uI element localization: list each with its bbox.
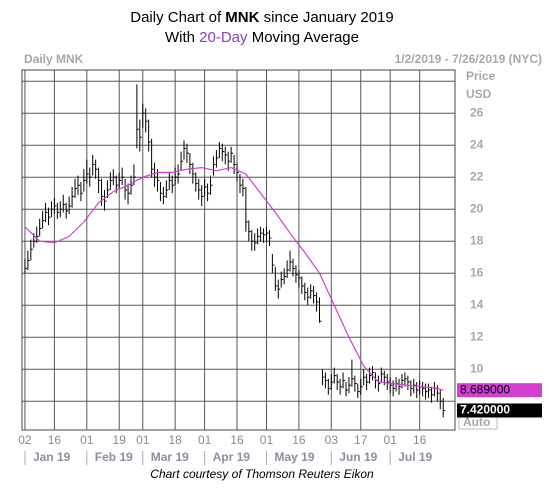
y-tick-label: 10 [470, 361, 484, 375]
x-tick-label: 16 [413, 433, 427, 447]
x-tick-label: 02 [18, 433, 32, 447]
y-tick-label: 26 [470, 105, 484, 119]
x-tick-label: 18 [168, 433, 182, 447]
source-note: Chart courtesy of Thomson Reuters Eikon [150, 467, 374, 481]
x-tick-label: 16 [48, 433, 62, 447]
x-tick-label: 16 [292, 433, 306, 447]
x-tick-label: 01 [384, 433, 398, 447]
month-label: Apr 19 [213, 450, 251, 464]
last-value-box [457, 383, 542, 398]
last-value-label: 8.689000 [460, 382, 510, 396]
month-label: Jan 19 [33, 450, 71, 464]
x-tick-label: 17 [354, 433, 368, 447]
chart-title: Daily Chart of MNK since January 2019 [130, 9, 393, 26]
date-range: 1/2/2019 - 7/26/2019 (NYC) [395, 52, 542, 66]
x-tick-label: 01 [260, 433, 274, 447]
y-tick-label: 18 [470, 233, 484, 247]
last-value-box [457, 403, 542, 418]
y-tick-label: 24 [470, 137, 484, 151]
title-part: MNK [225, 9, 259, 26]
y-tick-label: 12 [470, 329, 484, 343]
last-value-label: 7.420000 [460, 403, 510, 417]
chart-subtitle: With 20-Day Moving Average [165, 29, 359, 46]
y-tick-label: 20 [470, 201, 484, 215]
month-label: Feb 19 [95, 450, 133, 464]
title-part: since January 2019 [264, 9, 394, 26]
subtitle-part: Moving Average [252, 29, 359, 46]
y-axis-label: USD [466, 87, 492, 101]
month-label: Mar 19 [151, 450, 189, 464]
chart-label: Daily MNK [24, 52, 84, 66]
y-tick-label: 14 [470, 297, 484, 311]
y-tick-label: 16 [470, 265, 484, 279]
month-label: Jul 19 [398, 450, 432, 464]
scale-mode: Auto [463, 415, 490, 429]
x-tick-label: 01 [136, 433, 150, 447]
x-tick-label: 03 [325, 433, 339, 447]
plot-area [21, 69, 456, 431]
title-part: Daily Chart of [130, 9, 222, 26]
y-tick-label: 22 [470, 169, 484, 183]
month-label: Jun 19 [339, 450, 377, 464]
subtitle-part: With [165, 29, 195, 46]
x-tick-label: 01 [198, 433, 212, 447]
subtitle-part: 20-Day [199, 29, 248, 46]
x-tick-label: 19 [113, 433, 127, 447]
month-label: May 19 [274, 450, 314, 464]
moving-average-line [24, 166, 444, 391]
y-axis-label: Price [466, 69, 496, 83]
x-tick-label: 16 [230, 433, 244, 447]
x-tick-label: 01 [80, 433, 94, 447]
